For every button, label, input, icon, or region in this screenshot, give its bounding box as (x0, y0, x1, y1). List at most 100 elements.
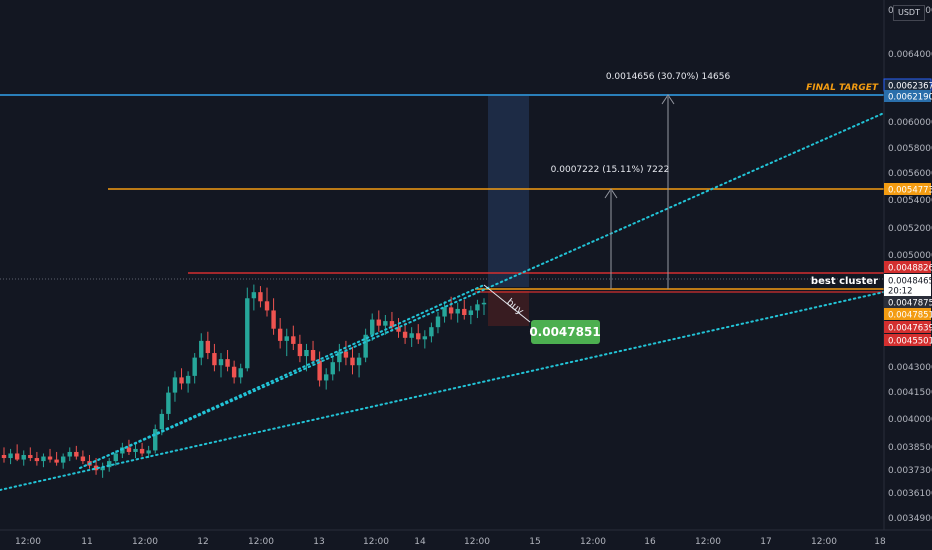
measure-arrowhead-2 (661, 94, 675, 105)
candle-body (166, 392, 171, 414)
candle-body (481, 302, 487, 305)
measure-label-1: 0.0007222 (15.11%) 7222 (551, 165, 670, 175)
candle-body (212, 353, 217, 366)
candle-body (337, 351, 342, 363)
trendline-upper (79, 112, 885, 469)
price-tick-label: 0.0041500 (888, 388, 932, 398)
candle-body (271, 310, 276, 329)
time-scale[interactable]: 12:00 11 12:00 12 12:00 13 12:00 14 12:00 15 12:00… (0, 529, 932, 547)
candle-body (126, 447, 132, 452)
price-tag-label: 0.0047851 (888, 311, 932, 321)
candle-body (356, 357, 362, 366)
candle-body (238, 368, 243, 378)
candle-body (448, 307, 454, 314)
candle-body (120, 447, 125, 454)
candle-body (370, 319, 375, 335)
candle-body (113, 453, 118, 462)
candle-body (475, 304, 480, 311)
price-tag (884, 308, 931, 320)
candle-body (192, 357, 197, 376)
candle-body (199, 340, 204, 358)
candle-body (330, 362, 335, 375)
candle-body (402, 331, 408, 338)
candle-body (205, 340, 211, 354)
price-tag-label: 20:12 (888, 287, 913, 297)
price-tick-label: 0.0038500 (888, 443, 932, 453)
price-tick-label: 0.0036100 (888, 489, 932, 499)
candle-body (264, 301, 270, 311)
time-tick-label: 12:00 (811, 537, 837, 547)
entry-badge (531, 320, 600, 344)
price-tick-label: 0.0050000 (888, 251, 932, 261)
candle-body (284, 336, 289, 341)
time-tick-label: 12:00 (248, 537, 274, 547)
candle-body (185, 375, 191, 384)
price-tag-label: 0.0047639 (888, 324, 932, 334)
candle-body (291, 336, 296, 344)
price-tag-label: 0.0054773 (888, 186, 932, 196)
time-tick-label: 12:00 (464, 537, 490, 547)
candle-body (60, 456, 66, 463)
candle-body (389, 321, 395, 328)
currency-badge[interactable]: USDT (893, 5, 925, 21)
candle-body (179, 377, 184, 384)
candle-body (54, 459, 59, 463)
candle-body (153, 429, 158, 451)
candle-body (245, 298, 250, 369)
time-tick-label: 14 (414, 537, 426, 547)
candle-body (396, 327, 401, 332)
price-tick-label: 0.0037300 (888, 466, 932, 476)
price-tag (884, 183, 931, 195)
time-tick-label: 13 (313, 537, 324, 547)
price-tick-label: 0.0052000 (888, 224, 932, 234)
candle-body (28, 455, 33, 459)
time-tick-label: 12 (197, 537, 208, 547)
candle-body (100, 467, 105, 471)
price-tag (884, 284, 931, 296)
candle-body (297, 343, 303, 357)
price-tick-label: 0.0034900 (888, 514, 932, 524)
price-tag-label: 0.0062190 (888, 93, 932, 103)
time-tick-label: 11 (81, 537, 92, 547)
measure-label-2: 0.0014656 (30.70%) 14656 (606, 72, 731, 82)
candle-body (172, 377, 178, 393)
price-tag (884, 274, 931, 286)
price-scale[interactable]: 0.00660000.00640000.00600000.00580000.00… (883, 0, 932, 530)
candle-body (435, 316, 441, 328)
candle-body (67, 451, 72, 457)
entry-badge-label: 0.0047851 (529, 325, 600, 339)
candle-body (468, 310, 474, 315)
price-tag-label: 0.0062367 (888, 82, 932, 92)
time-tick-label: 16 (644, 537, 656, 547)
price-tag (884, 90, 931, 102)
candle-body (376, 319, 381, 326)
time-tick-label: 17 (760, 537, 771, 547)
candle-body (47, 456, 53, 460)
candle-body (1, 455, 7, 459)
price-tag (884, 321, 931, 333)
time-tick-label: 12:00 (15, 537, 41, 547)
candle-body (14, 453, 20, 460)
candle-body (317, 360, 322, 381)
candle-body (310, 350, 316, 361)
candle-body (251, 292, 257, 299)
candle-body (455, 308, 460, 314)
trendline-middle (79, 284, 485, 469)
candle-body (139, 448, 145, 454)
price-tick-label: 0.0060000 (888, 118, 932, 128)
currency-label: USDT (898, 8, 920, 17)
stop-zone (488, 291, 529, 326)
candle-body (422, 336, 428, 340)
time-tick-label: 12:00 (363, 537, 389, 547)
price-tag (884, 296, 931, 308)
candle-body (159, 413, 165, 430)
candle-body (462, 308, 467, 315)
price-tag-label: 0.0047875 (888, 299, 932, 309)
best-cluster-label: best cluster (811, 276, 878, 287)
price-tag (884, 261, 931, 273)
candle-body (350, 357, 355, 366)
trendline-lower (0, 291, 885, 491)
price-tick-label: 0.0040000 (888, 415, 932, 425)
candle-body (93, 465, 99, 471)
